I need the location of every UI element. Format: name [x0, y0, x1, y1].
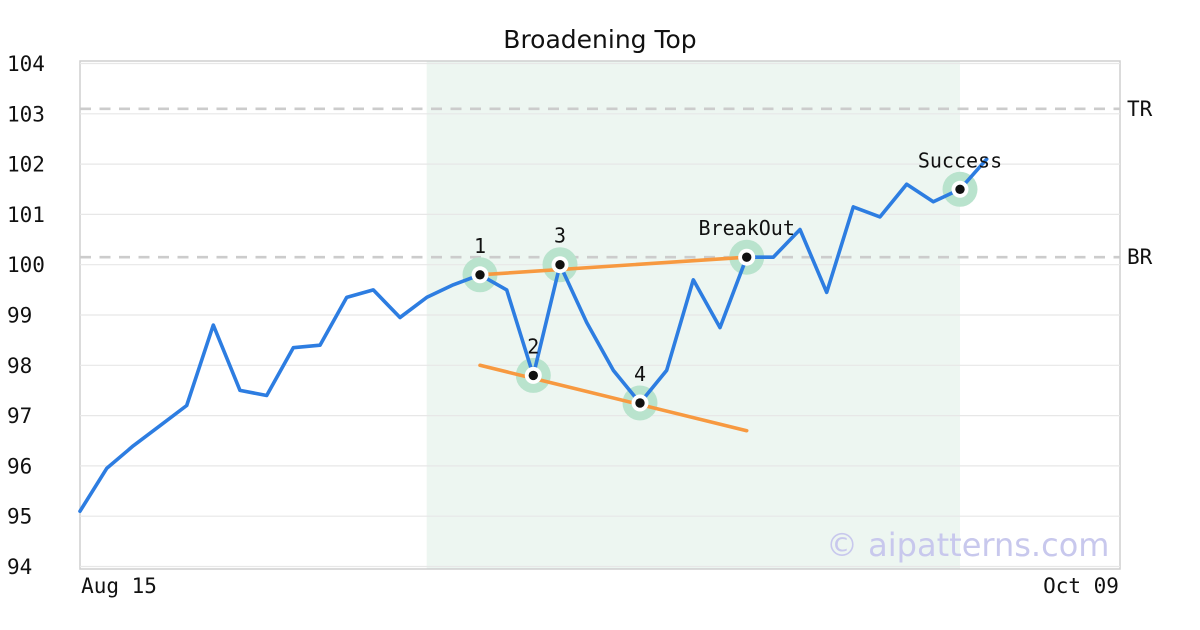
x-tick-label-start: Aug 15 [81, 574, 157, 598]
marker-dot [475, 270, 485, 280]
watermark: © aipatterns.com [826, 526, 1110, 564]
marker-label-2: 2 [527, 334, 539, 358]
marker-label-success: Success [918, 148, 1002, 172]
marker-label-4: 4 [634, 362, 646, 386]
marker-dot [528, 370, 538, 381]
y-tick-label: 100 [7, 253, 45, 277]
marker-label-breakout: BreakOut [699, 216, 795, 240]
level-label-br: BR [1127, 245, 1153, 269]
y-tick-label: 104 [7, 52, 45, 76]
y-tick-label: 95 [7, 505, 32, 529]
y-tick-label: 97 [7, 404, 32, 428]
marker-label-3: 3 [554, 224, 566, 248]
y-tick-label: 102 [7, 153, 45, 177]
y-tick-label: 103 [7, 102, 45, 126]
y-tick-label: 94 [7, 555, 32, 579]
marker-label-1: 1 [474, 234, 486, 258]
marker-dot [742, 252, 752, 262]
y-tick-label: 96 [7, 454, 32, 478]
marker-dot [555, 260, 565, 270]
y-tick-label: 101 [7, 203, 45, 227]
x-tick-label-end: Oct 09 [1043, 574, 1119, 598]
y-tick-label: 98 [7, 354, 32, 378]
lower-broadening-trendline [478, 363, 749, 433]
upper-broadening-trendline [478, 255, 749, 277]
y-tick-label: 99 [7, 304, 32, 328]
level-label-tr: TR [1127, 97, 1153, 121]
chart-title: Broadening Top [503, 25, 697, 54]
marker-dot [955, 184, 965, 194]
marker-dot [635, 398, 645, 408]
